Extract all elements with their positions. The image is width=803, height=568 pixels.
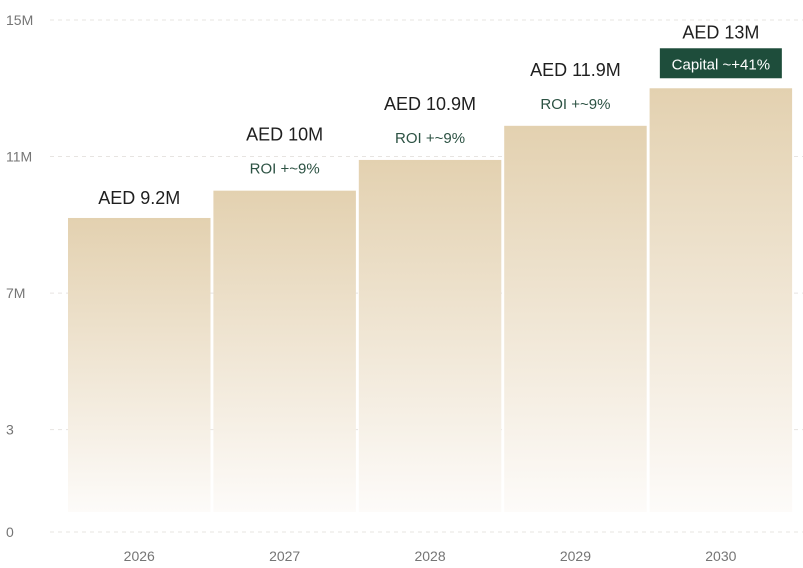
bar-labels: AED 9.2M AED 10M ROI +~9% AED 10.9M ROI +~9%… bbox=[98, 22, 782, 208]
x-tick-label: 2026 bbox=[124, 548, 155, 564]
y-axis-ticks: 0 3 7M 11M 15M bbox=[6, 12, 33, 540]
x-tick-label: 2030 bbox=[705, 548, 736, 564]
bar-2028 bbox=[358, 159, 502, 513]
x-tick-label: 2028 bbox=[414, 548, 445, 564]
capital-badge bbox=[659, 48, 782, 79]
value-label: AED 10.9M bbox=[384, 94, 476, 114]
annotation-label: Capital ~+41% bbox=[672, 56, 770, 73]
x-axis-ticks: 2026 2027 2028 2029 2030 bbox=[124, 548, 737, 564]
y-tick-label: 3 bbox=[6, 422, 14, 438]
y-tick-label: 11M bbox=[6, 149, 32, 165]
annotation-label: ROI +~9% bbox=[250, 161, 320, 178]
bar-2027 bbox=[213, 190, 356, 512]
value-label: AED 11.9M bbox=[530, 60, 621, 80]
value-label: AED 9.2M bbox=[98, 188, 180, 208]
x-tick-label: 2027 bbox=[269, 548, 300, 564]
bar-2029 bbox=[504, 125, 647, 513]
annotation-label: ROI +~9% bbox=[395, 130, 465, 147]
annotation-label: ROI +~9% bbox=[540, 96, 610, 113]
y-tick-label: 7M bbox=[6, 285, 25, 301]
bar-2026 bbox=[68, 217, 211, 512]
y-tick-label: 0 bbox=[6, 524, 14, 540]
y-tick-label: 15M bbox=[6, 12, 33, 28]
bar-2030 bbox=[649, 88, 793, 513]
value-label: AED 13M bbox=[682, 22, 759, 42]
value-label: AED 10M bbox=[246, 125, 323, 145]
bars bbox=[68, 88, 793, 513]
x-tick-label: 2029 bbox=[560, 548, 591, 564]
